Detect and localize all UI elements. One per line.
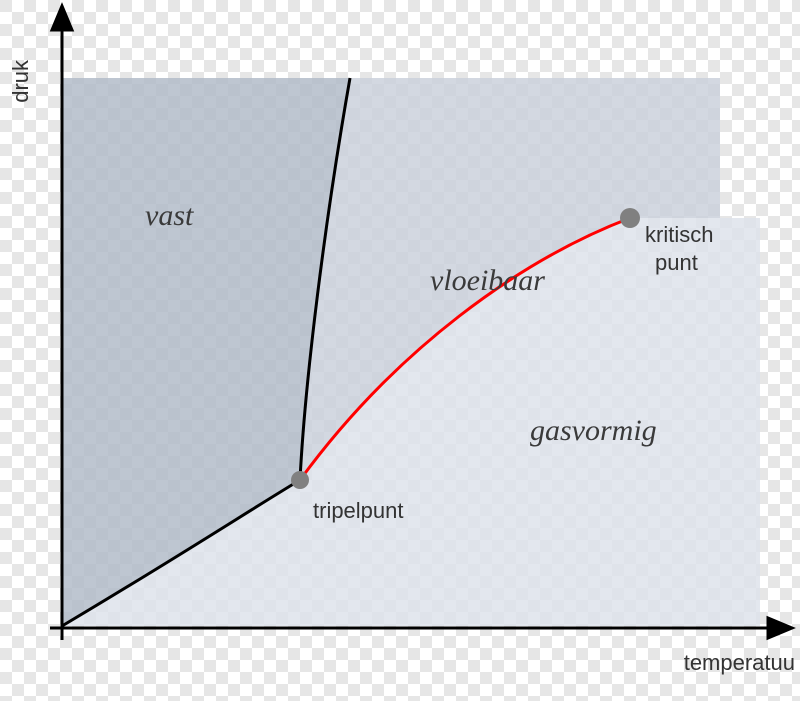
label-solid: vast <box>145 199 194 232</box>
critical-point-label-2: punt <box>655 250 698 275</box>
critical-point <box>620 208 640 228</box>
triple-point <box>291 471 309 489</box>
label-liquid: vloeibaar <box>430 264 545 297</box>
triple-point-label: tripelpunt <box>313 498 404 523</box>
phase-diagram: druk temperatuu vast vloeibaar gasvormig… <box>0 0 800 701</box>
label-gas: gasvormig <box>530 414 657 447</box>
y-axis-label: druk <box>8 59 33 103</box>
critical-point-label-1: kritisch <box>645 222 713 247</box>
x-axis-label: temperatuu <box>684 650 795 675</box>
